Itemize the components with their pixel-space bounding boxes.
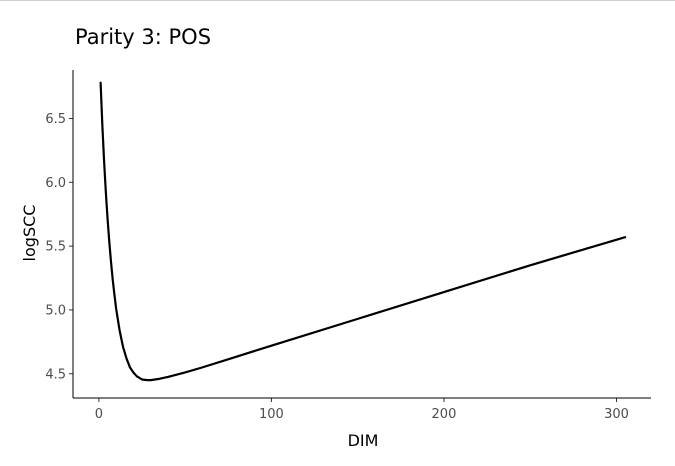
chart-title: Parity 3: POS bbox=[75, 25, 211, 49]
x-axis-ticks: 0 100 200 300 bbox=[95, 398, 629, 422]
top-border bbox=[0, 0, 675, 1]
y-axis-ticks: 4.5 5.0 5.5 6.0 6.5 bbox=[45, 112, 73, 382]
y-tick-label: 5.0 bbox=[45, 303, 66, 318]
y-tick-label: 5.5 bbox=[45, 240, 66, 255]
x-tick-label: 100 bbox=[259, 407, 284, 422]
x-tick-label: 300 bbox=[604, 407, 629, 422]
y-axis-title: logSCC bbox=[20, 205, 39, 262]
y-tick-label: 4.5 bbox=[45, 367, 66, 382]
x-tick-label: 0 bbox=[95, 407, 103, 422]
x-tick-label: 200 bbox=[432, 407, 457, 422]
series-group bbox=[99, 81, 627, 382]
x-axis-title: DIM bbox=[348, 431, 379, 450]
series-line bbox=[99, 81, 627, 382]
y-tick-label: 6.5 bbox=[45, 112, 66, 127]
y-tick-label: 6.0 bbox=[45, 176, 66, 191]
